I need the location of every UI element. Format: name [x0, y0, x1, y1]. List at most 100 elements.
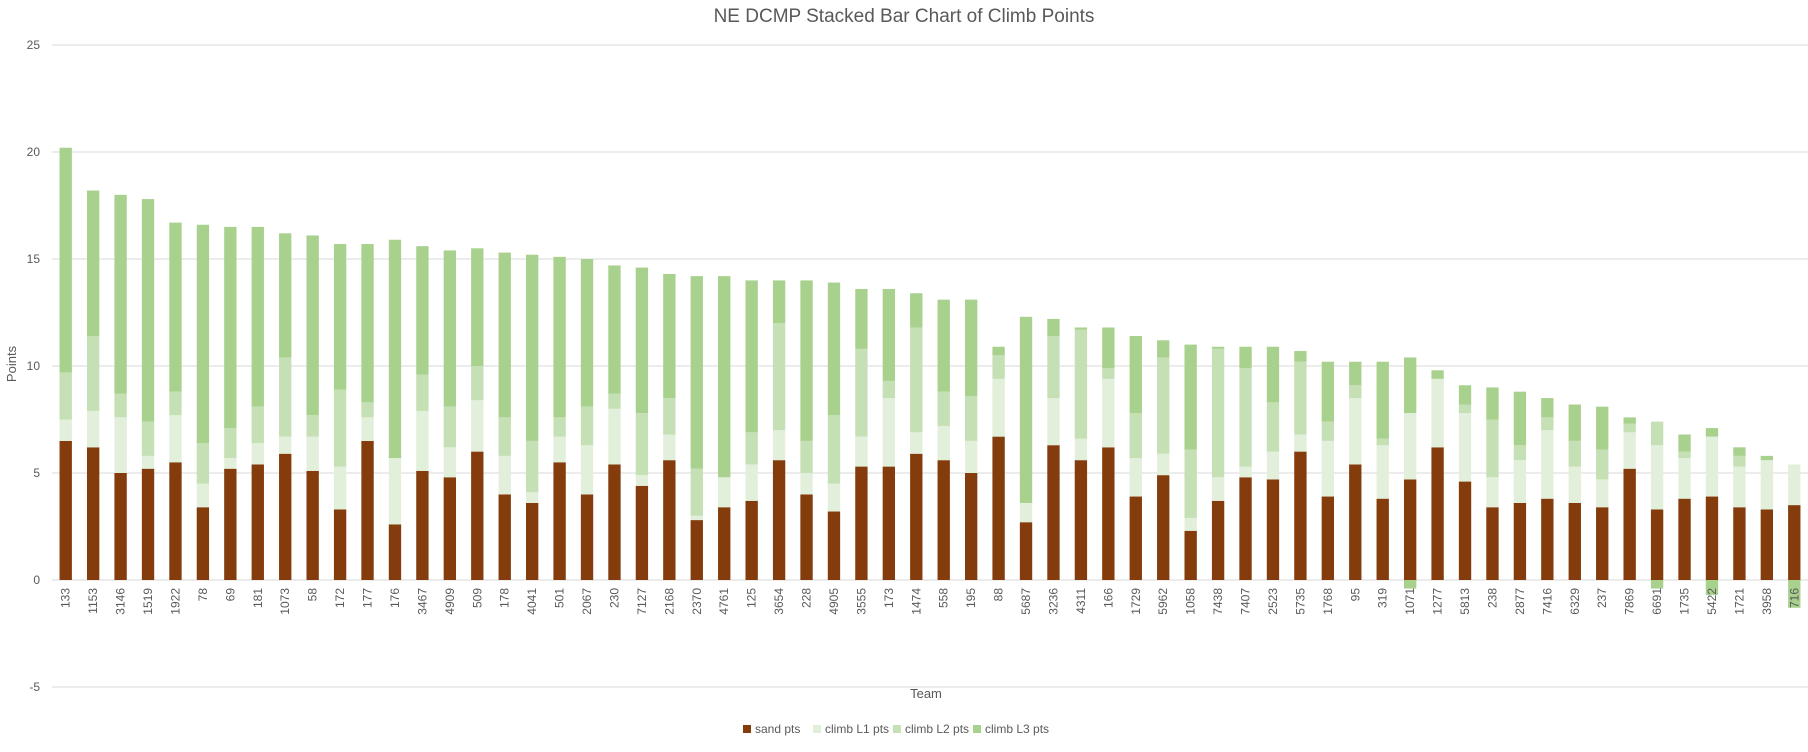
- bar-segment: [827, 282, 841, 416]
- bar-segment: [772, 460, 786, 580]
- bar-segment: [580, 494, 594, 580]
- bar-segment: [772, 280, 786, 324]
- bar-segment: [1650, 445, 1664, 510]
- legend-label: climb L2 pts: [905, 722, 969, 736]
- bar-segment: [910, 293, 923, 328]
- bar-segment: [1788, 580, 1801, 608]
- bar-segment: [361, 417, 374, 441]
- x-tick-label: 4761: [717, 588, 731, 615]
- x-tick-label: 172: [333, 588, 347, 608]
- bar-segment: [1705, 428, 1719, 437]
- bar-segment: [1294, 361, 1307, 435]
- bar-segment: [882, 288, 896, 381]
- bar-segment: [1513, 391, 1527, 446]
- x-tick-label: 2370: [690, 588, 704, 615]
- bar-segment: [1568, 440, 1581, 467]
- x-tick-label: 7869: [1623, 588, 1637, 615]
- bar-segment: [992, 436, 1005, 580]
- y-axis-tick-labels: -5 0 5 10 15 20 25: [27, 38, 41, 694]
- bar-segment: [635, 413, 649, 476]
- bar-segment: [553, 417, 566, 437]
- bar-segment: [169, 462, 182, 580]
- bar-segment: [251, 443, 264, 465]
- bar-segment: [525, 440, 539, 493]
- bar-segment: [1596, 479, 1609, 508]
- bar-segment: [196, 507, 210, 580]
- bar-segment: [306, 415, 319, 437]
- bar-segment: [1623, 432, 1636, 469]
- bar-segment: [1184, 344, 1197, 450]
- bar-segment: [306, 235, 319, 416]
- bar-segment: [1458, 385, 1472, 405]
- bar-segment: [333, 466, 347, 510]
- bar-segment: [1486, 387, 1499, 420]
- bar-segment: [772, 430, 786, 461]
- bar-segment: [1294, 351, 1307, 362]
- bar-segment: [1705, 436, 1719, 497]
- bar-segment: [525, 254, 539, 441]
- bar-segment: [1184, 530, 1197, 580]
- x-tick-label: 5687: [1019, 588, 1033, 615]
- bar-segment: [718, 507, 731, 580]
- bar-segment: [1513, 460, 1527, 503]
- bar-segment: [1596, 406, 1609, 450]
- x-tick-label: 5422: [1705, 588, 1719, 615]
- bar-segment: [882, 466, 896, 580]
- x-tick-label: 125: [745, 588, 759, 608]
- bar-segment: [86, 336, 100, 411]
- bar-segment: [498, 455, 511, 495]
- bar-segment: [1678, 451, 1691, 459]
- bar-segment: [663, 273, 676, 399]
- bar-segment: [855, 466, 868, 580]
- bar-segment: [1376, 361, 1389, 439]
- bar-segment: [1705, 580, 1719, 595]
- y-tick-label: 0: [33, 573, 40, 587]
- x-tick-label: 1058: [1184, 588, 1198, 615]
- bar-segment: [443, 250, 457, 407]
- bar-segment: [663, 434, 676, 461]
- bar-segment: [1157, 475, 1170, 580]
- bar-segment: [1102, 378, 1115, 448]
- x-tick-label: 237: [1595, 588, 1609, 608]
- bar-segment: [1266, 402, 1280, 452]
- bar-segment: [141, 468, 155, 580]
- x-tick-label: 88: [992, 588, 1006, 602]
- bar-segment: [1678, 498, 1691, 580]
- bar-segment: [745, 280, 758, 433]
- legend-swatch: [893, 725, 901, 733]
- bar-segment: [635, 475, 649, 486]
- bar-segment: [333, 389, 347, 467]
- bar-segment: [745, 432, 758, 465]
- bar-segment: [800, 440, 813, 473]
- bar-segment: [1623, 417, 1636, 424]
- bar-segment: [1349, 464, 1362, 580]
- x-tick-label: 6329: [1568, 588, 1582, 615]
- bar-segment: [1458, 481, 1472, 580]
- bar-segment: [1129, 413, 1142, 459]
- legend-swatch: [813, 725, 821, 733]
- x-tick-label: 5735: [1293, 588, 1307, 615]
- bar-segment: [1019, 522, 1033, 580]
- bar-segment: [1102, 447, 1115, 580]
- x-tick-label: 4909: [443, 588, 457, 615]
- x-tick-label: 3958: [1760, 588, 1774, 615]
- bar-segment: [416, 470, 429, 580]
- bar-segment: [196, 224, 210, 444]
- bar-segment: [635, 267, 649, 414]
- x-tick-label: 4041: [525, 588, 539, 615]
- bar-segment: [1541, 430, 1554, 499]
- bar-segment: [1047, 336, 1060, 399]
- x-tick-label: 3467: [415, 588, 429, 615]
- x-tick-label: 228: [800, 588, 814, 608]
- legend-label: climb L3 pts: [985, 722, 1049, 736]
- x-tick-label: 1768: [1321, 588, 1335, 615]
- x-tick-label: 3236: [1046, 588, 1060, 615]
- bar-segment: [279, 357, 292, 437]
- x-tick-label: 2523: [1266, 588, 1280, 615]
- bar-segment: [1047, 445, 1060, 580]
- bar-segment: [800, 280, 813, 441]
- x-tick-label: 558: [937, 588, 951, 608]
- bar-segment: [141, 199, 155, 422]
- bar-segment: [388, 239, 402, 459]
- bar-segment: [827, 415, 841, 484]
